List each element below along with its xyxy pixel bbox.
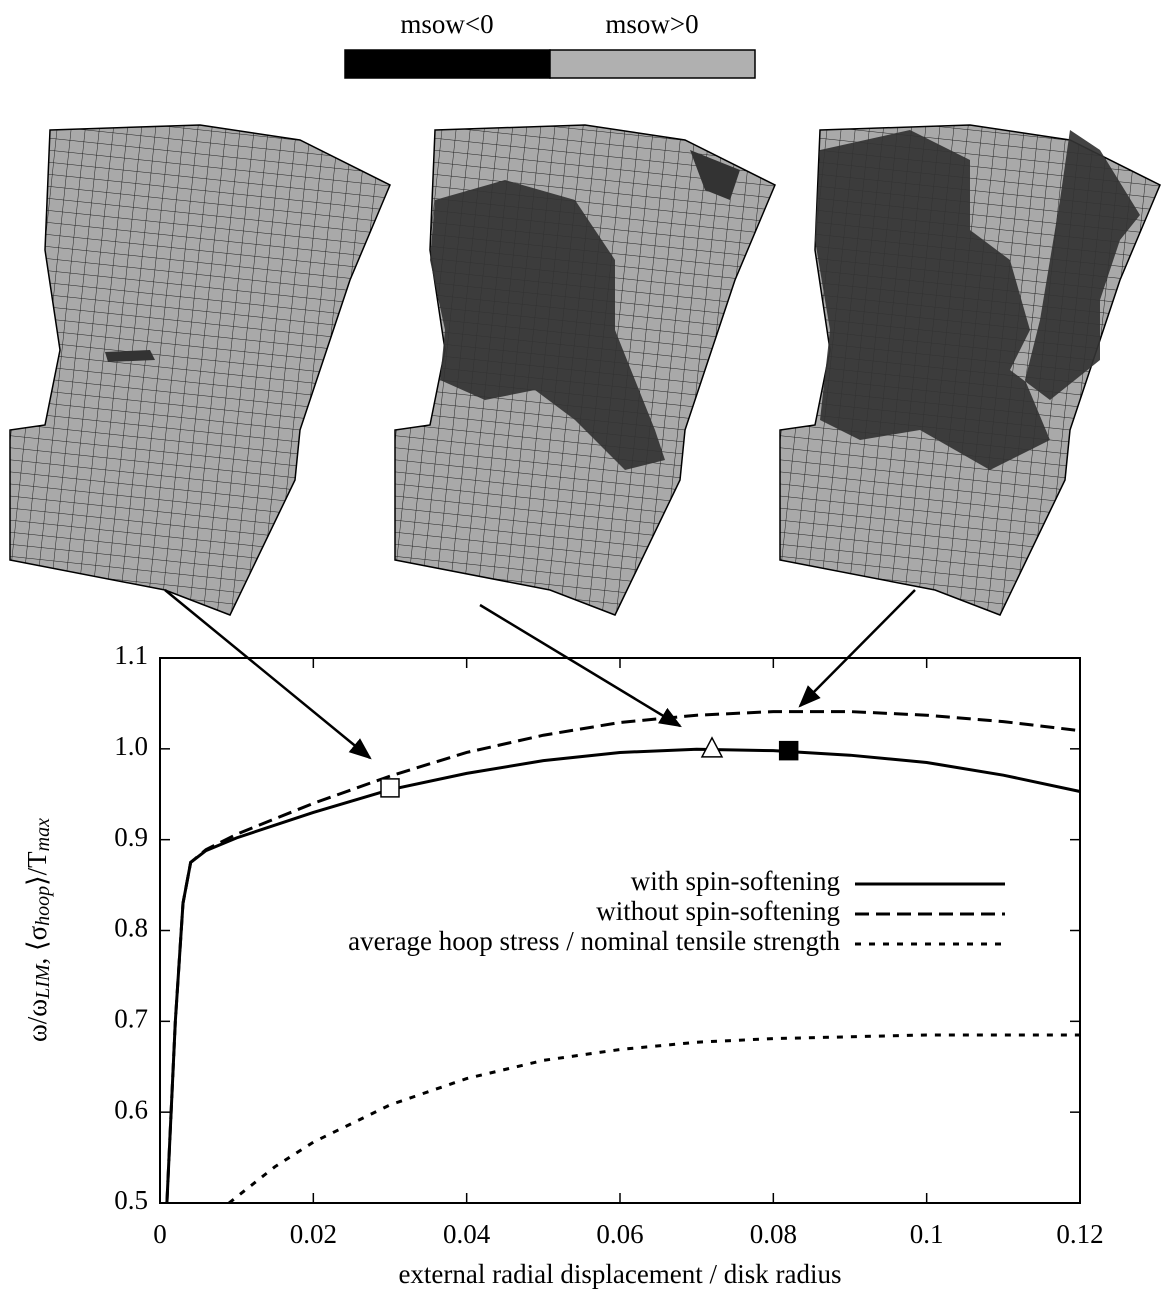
marker <box>778 740 799 761</box>
y-tick-label: 1.0 <box>114 731 148 761</box>
y-tick-label: 0.6 <box>114 1094 148 1124</box>
y-axis-label-part: ω/ω <box>22 999 52 1042</box>
x-tick-label: 0.04 <box>443 1219 491 1249</box>
x-tick-label: 0 <box>153 1219 167 1249</box>
y-tick-label: 0.5 <box>114 1185 148 1215</box>
x-tick-label: 0.02 <box>290 1219 337 1249</box>
colorbar-swatch <box>344 49 551 79</box>
line-series <box>228 1033 1080 1205</box>
marker <box>700 736 724 758</box>
x-tick-label: 0.1 <box>910 1219 944 1249</box>
legend-label: average hoop stress / nominal tensile st… <box>348 926 840 956</box>
x-axis-label: external radial displacement / disk radi… <box>398 1259 841 1289</box>
colorbar-label: msow<0 <box>400 9 493 39</box>
y-tick-label: 0.9 <box>114 822 148 852</box>
y-axis-label-part: LIM <box>32 963 54 1000</box>
colorbar: msow<0 msow>0 <box>344 9 756 79</box>
colorbar-label: msow>0 <box>605 9 698 39</box>
y-tick-label: 0.7 <box>114 1004 148 1034</box>
y-tick-label: 0.8 <box>114 913 148 943</box>
legend-label: with spin-softening <box>631 866 840 896</box>
y-axis-label-part: ⟩/T <box>22 851 52 886</box>
x-tick-label: 0.08 <box>750 1219 797 1249</box>
marker <box>380 778 400 798</box>
mesh-images <box>9 124 1161 616</box>
y-axis-label: ω/ωLIM, ⟨σhoop⟩/Tmax <box>22 818 53 1042</box>
y-axis-label-part: max <box>32 818 54 851</box>
y-tick-label: 1.1 <box>114 640 148 670</box>
line-series <box>165 710 1081 1204</box>
plot-area: 0 0.02 0.04 0.06 0.08 0.1 0.12 0.5 0.6 0.7 0.8 0.9 1… <box>114 640 1103 1249</box>
x-tick-label: 0.12 <box>1056 1219 1103 1249</box>
arrows <box>164 589 916 760</box>
y-axis-label-part: hoop <box>32 886 54 926</box>
y-axis-label-part: , ⟨σ <box>22 925 52 964</box>
colorbar-swatch <box>549 49 756 79</box>
legend-label: without spin-softening <box>596 896 840 926</box>
line-series <box>165 747 1081 1204</box>
x-tick-label: 0.06 <box>596 1219 643 1249</box>
